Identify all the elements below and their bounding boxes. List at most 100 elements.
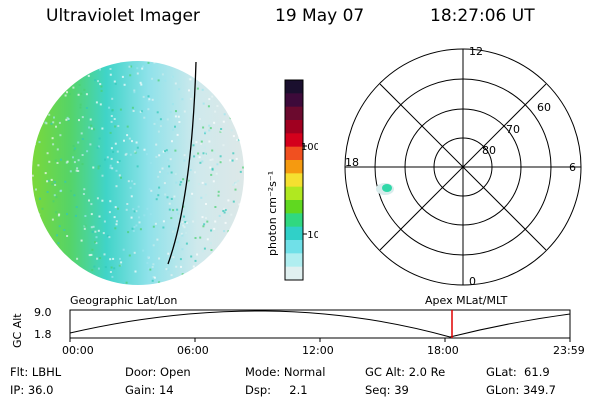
disk-speckle xyxy=(243,240,244,243)
disk-speckle xyxy=(159,118,162,121)
disk-speckle xyxy=(98,137,101,140)
disk-speckle xyxy=(54,86,57,89)
disk-speckle xyxy=(81,163,84,166)
disk-speckle xyxy=(128,137,131,140)
disk-speckle xyxy=(156,111,159,114)
disk-speckle xyxy=(165,149,168,152)
disk-speckle xyxy=(127,231,130,234)
disk-speckle xyxy=(242,193,244,196)
disk-speckle xyxy=(157,130,160,133)
disk-speckle xyxy=(152,263,155,266)
disk-speckle xyxy=(166,118,169,121)
colorbar-band xyxy=(285,186,303,201)
disk-speckle xyxy=(176,241,179,244)
glat-label: GLat: 61.9 xyxy=(486,365,550,379)
disk-speckle xyxy=(134,151,137,154)
disk-speckle xyxy=(33,143,36,146)
disk-speckle xyxy=(195,106,198,109)
disk-speckle xyxy=(239,170,242,173)
disk-speckle xyxy=(118,160,121,162)
disk-speckle xyxy=(155,155,158,158)
disk-speckle xyxy=(59,158,62,161)
disk-speckle xyxy=(134,288,136,290)
disk-speckle xyxy=(47,71,50,74)
disk-speckle xyxy=(201,160,204,163)
disk-speckle xyxy=(35,227,38,230)
colorbar-band xyxy=(285,106,303,121)
disk-speckle xyxy=(247,204,248,206)
disk-speckle xyxy=(96,146,99,149)
disk-speckle xyxy=(209,127,212,130)
disk-speckle xyxy=(142,95,145,98)
disk-speckle xyxy=(206,275,209,278)
disk-speckle xyxy=(155,198,158,201)
disk-speckle xyxy=(214,206,217,208)
disk-speckle xyxy=(95,236,98,239)
disk-speckle xyxy=(136,67,139,70)
disk-speckle xyxy=(178,234,181,237)
app-title: Ultraviolet Imager xyxy=(46,6,200,26)
disk-speckle xyxy=(205,217,207,220)
disk-speckle xyxy=(147,267,150,270)
disk-speckle xyxy=(111,109,114,112)
colorbar-label: photon cm⁻²s⁻¹ xyxy=(266,171,279,256)
disk-speckle xyxy=(72,86,75,89)
disk-speckle xyxy=(229,253,231,256)
disk-speckle xyxy=(147,99,150,102)
disk-speckle xyxy=(165,268,168,271)
disk-speckle xyxy=(94,241,96,244)
disk-speckle xyxy=(83,227,86,230)
disk-speckle xyxy=(96,280,99,283)
disk-speckle xyxy=(174,82,177,85)
disk-speckle xyxy=(151,266,154,268)
disk-speckle xyxy=(197,65,200,68)
disk-speckle xyxy=(114,227,117,230)
disk-speckle xyxy=(188,89,190,92)
disk-speckle xyxy=(148,188,151,190)
disk-speckle xyxy=(29,62,31,64)
disk-speckle xyxy=(133,89,136,92)
disk-speckle xyxy=(114,125,117,128)
disk-speckle xyxy=(95,101,98,104)
disk-speckle xyxy=(88,126,91,129)
colorbar-band xyxy=(285,200,303,214)
disk-speckle xyxy=(229,117,232,120)
disk-speckle xyxy=(181,67,184,70)
disk-speckle xyxy=(223,230,226,233)
disk-speckle xyxy=(129,153,132,156)
disk-speckle xyxy=(200,140,203,143)
disk-speckle xyxy=(231,61,234,63)
disk-speckle xyxy=(175,265,178,268)
disk-speckle xyxy=(160,61,163,62)
disk-speckle xyxy=(133,150,136,153)
disk-speckle xyxy=(145,153,148,156)
disk-speckle xyxy=(157,175,160,178)
aurora-spot xyxy=(382,184,392,192)
disk-speckle xyxy=(92,225,95,228)
disk-speckle xyxy=(158,154,161,157)
disk-speckle xyxy=(157,79,160,82)
colorbar-band xyxy=(285,80,303,94)
timeline-y-tick-9: 9.0 xyxy=(34,306,52,319)
disk-speckle xyxy=(97,267,100,270)
disk-speckle xyxy=(196,61,199,63)
disk-speckle xyxy=(97,165,100,168)
disk-speckle xyxy=(39,287,41,289)
geo-latlon-label: Geographic Lat/Lon xyxy=(70,294,178,307)
disk-speckle xyxy=(53,194,56,197)
disk-speckle xyxy=(200,142,203,145)
colorbar-band xyxy=(285,253,303,268)
colorbar-tick-10: 10 xyxy=(307,230,318,241)
disk-speckle xyxy=(205,203,207,205)
disk-speckle xyxy=(48,160,51,163)
disk-speckle xyxy=(180,232,183,235)
disk-speckle xyxy=(153,122,156,125)
disk-speckle xyxy=(149,213,152,216)
timeline-y-tick-1: 1.8 xyxy=(34,328,52,341)
disk-speckle xyxy=(31,59,33,61)
disk-speckle xyxy=(119,108,122,111)
disk-speckle xyxy=(194,237,197,239)
disk-speckle xyxy=(234,239,236,242)
disk-speckle xyxy=(139,228,142,231)
disk-speckle xyxy=(66,262,68,265)
